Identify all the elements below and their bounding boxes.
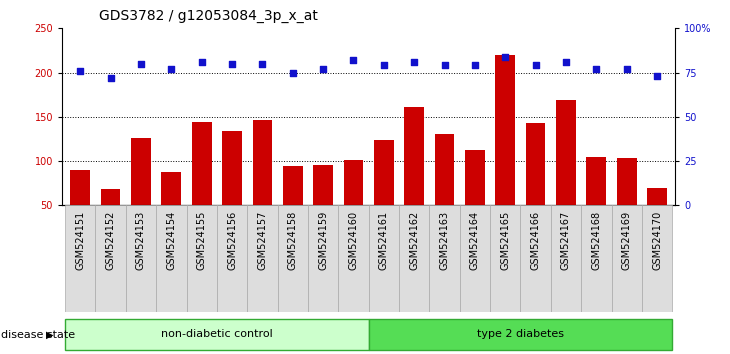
Text: non-diabetic control: non-diabetic control [161, 329, 273, 339]
Bar [642, 205, 672, 312]
Text: GSM524152: GSM524152 [106, 211, 115, 270]
Bar [253, 120, 272, 250]
Bar [70, 170, 90, 250]
Bar [131, 138, 151, 250]
Text: GSM524162: GSM524162 [410, 211, 419, 270]
Point [74, 68, 86, 74]
Point [226, 61, 238, 67]
Bar [126, 205, 156, 312]
Bar [65, 319, 369, 350]
Bar [313, 165, 333, 250]
Bar [186, 205, 217, 312]
Point [469, 63, 481, 68]
Bar [374, 140, 393, 250]
Point [256, 61, 268, 67]
Point [439, 63, 450, 68]
Text: GSM524153: GSM524153 [136, 211, 146, 270]
Text: GSM524155: GSM524155 [196, 211, 207, 270]
Bar [586, 156, 606, 250]
Bar [101, 189, 120, 250]
Text: GSM524164: GSM524164 [470, 211, 480, 270]
Bar [490, 205, 520, 312]
Bar [556, 100, 576, 250]
Text: ▶: ▶ [46, 330, 53, 339]
Bar [96, 205, 126, 312]
Bar [399, 205, 429, 312]
Bar [338, 205, 369, 312]
Bar [283, 166, 303, 250]
Text: GSM524165: GSM524165 [500, 211, 510, 270]
Text: GSM524159: GSM524159 [318, 211, 328, 270]
Bar [496, 55, 515, 250]
Text: GSM524167: GSM524167 [561, 211, 571, 270]
Bar [465, 150, 485, 250]
Bar [344, 160, 364, 250]
Bar [429, 205, 460, 312]
Point [651, 73, 663, 79]
Bar [612, 205, 642, 312]
Bar [581, 205, 612, 312]
Bar [192, 122, 212, 250]
Point [378, 63, 390, 68]
Bar [369, 205, 399, 312]
Bar [526, 123, 545, 250]
Bar [617, 158, 637, 250]
Point [591, 66, 602, 72]
Bar [247, 205, 277, 312]
Text: GSM524158: GSM524158 [288, 211, 298, 270]
Bar [161, 172, 181, 250]
Bar [217, 205, 247, 312]
Bar [434, 133, 454, 250]
Bar [648, 188, 667, 250]
Text: GSM524156: GSM524156 [227, 211, 237, 270]
Text: disease state: disease state [1, 330, 75, 339]
Bar [308, 205, 338, 312]
Text: GSM524151: GSM524151 [75, 211, 85, 270]
Text: type 2 diabetes: type 2 diabetes [477, 329, 564, 339]
Point [499, 54, 511, 59]
Point [196, 59, 207, 65]
Point [105, 75, 117, 81]
Text: GSM524169: GSM524169 [622, 211, 631, 270]
Bar [404, 107, 424, 250]
Text: GSM524157: GSM524157 [258, 211, 267, 270]
Text: GSM524154: GSM524154 [166, 211, 177, 270]
Text: GSM524168: GSM524168 [591, 211, 602, 270]
Text: GSM524160: GSM524160 [348, 211, 358, 270]
Point [620, 66, 632, 72]
Text: GSM524166: GSM524166 [531, 211, 541, 270]
Bar [222, 131, 242, 250]
Bar [65, 205, 96, 312]
Point [135, 61, 147, 67]
Bar [460, 205, 490, 312]
Point [530, 63, 542, 68]
Point [318, 66, 329, 72]
Point [560, 59, 572, 65]
Text: GSM524161: GSM524161 [379, 211, 389, 270]
Bar [551, 205, 581, 312]
Bar [520, 205, 551, 312]
Point [408, 59, 420, 65]
Text: GSM524170: GSM524170 [652, 211, 662, 270]
Point [347, 57, 359, 63]
Point [166, 66, 177, 72]
Bar [156, 205, 186, 312]
Point [287, 70, 299, 75]
Bar [277, 205, 308, 312]
Bar [369, 319, 672, 350]
Text: GSM524163: GSM524163 [439, 211, 450, 270]
Text: GDS3782 / g12053084_3p_x_at: GDS3782 / g12053084_3p_x_at [99, 9, 318, 23]
